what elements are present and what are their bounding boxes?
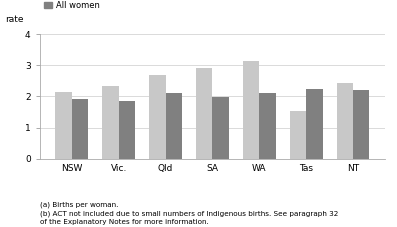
Bar <box>306 89 322 159</box>
Bar <box>259 93 276 159</box>
Text: rate: rate <box>5 15 24 24</box>
Bar <box>72 99 88 159</box>
Bar <box>196 68 212 159</box>
Bar <box>119 101 135 159</box>
Text: (a) Births per woman.
(b) ACT not included due to small numbers of Indigenous bi: (a) Births per woman. (b) ACT not includ… <box>40 202 338 225</box>
Bar <box>56 92 72 159</box>
Bar <box>353 90 369 159</box>
Bar <box>102 86 119 159</box>
Bar <box>337 83 353 159</box>
Bar <box>166 93 182 159</box>
Bar <box>212 97 229 159</box>
Bar <box>243 61 259 159</box>
Bar <box>290 111 306 159</box>
Bar <box>149 75 166 159</box>
Legend: Indigenous women, All women: Indigenous women, All women <box>44 0 135 10</box>
